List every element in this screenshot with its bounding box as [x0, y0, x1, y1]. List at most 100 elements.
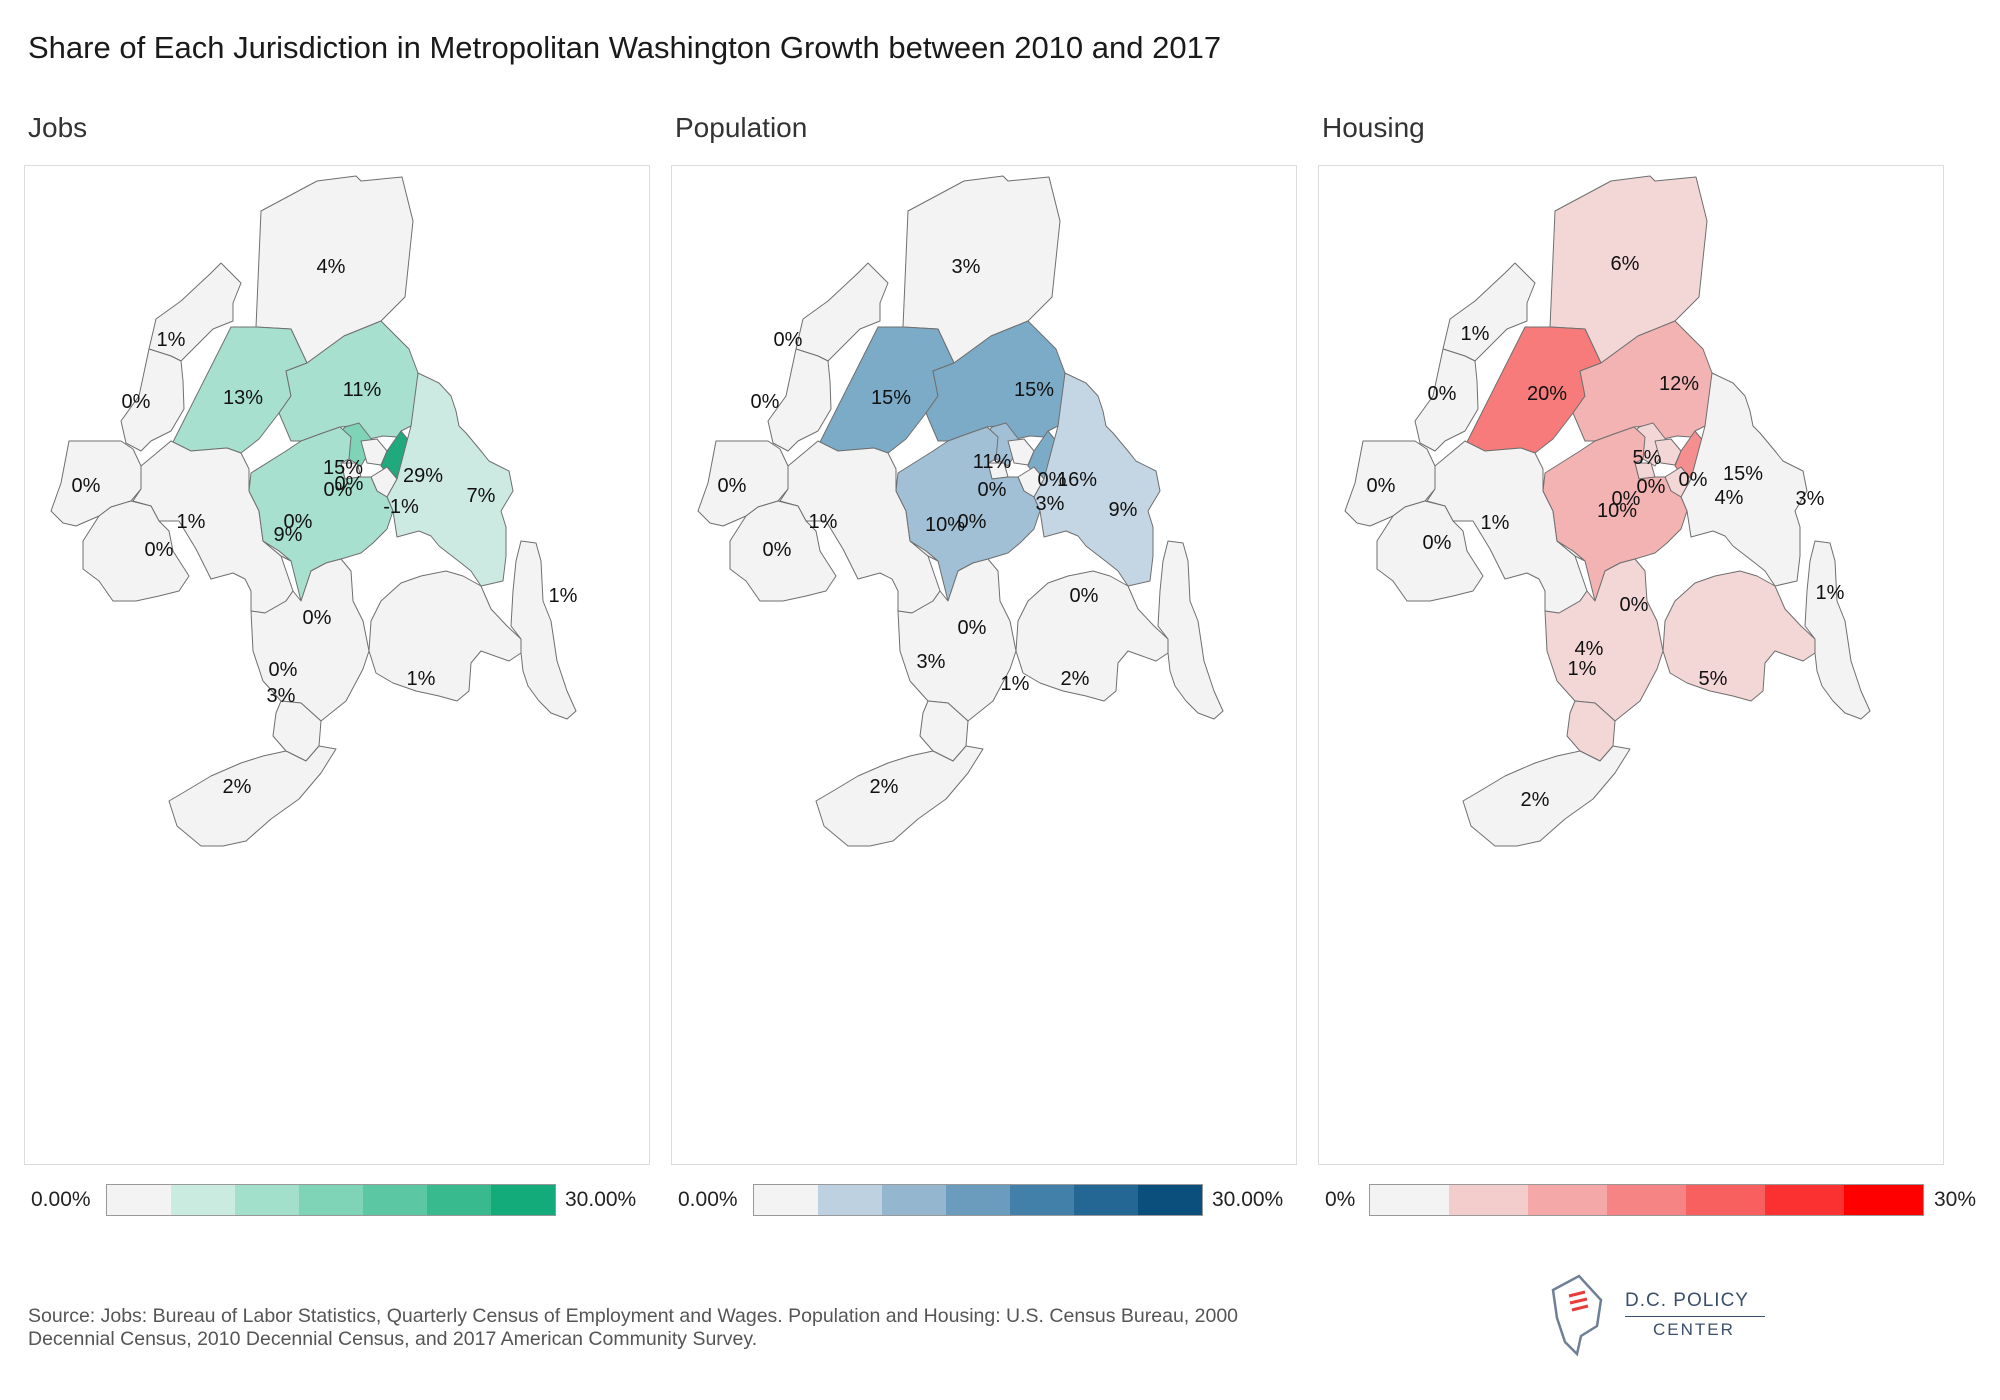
legend-swatch: [946, 1185, 1010, 1215]
jurisdiction-shape: [278, 320, 426, 442]
panel-label-population: Population: [675, 112, 808, 143]
jurisdiction-value-label: 1%: [549, 585, 578, 607]
jurisdiction-shape: [368, 570, 522, 702]
jurisdiction-value-label: 0%: [763, 539, 792, 561]
jurisdiction-value-label: 15%: [323, 457, 363, 479]
legend-min-label: 0%: [1325, 1188, 1356, 1211]
legend-swatch: [1138, 1185, 1202, 1215]
jurisdiction-value-label: 3%: [1796, 488, 1825, 510]
jurisdiction-value-label: 4%: [1715, 487, 1744, 509]
jurisdiction-value-label: 13%: [223, 387, 263, 409]
legend-color-bar: [1369, 1184, 1924, 1216]
jurisdiction-value-label: 3%: [917, 651, 946, 673]
jurisdiction-value-label: 1%: [157, 329, 186, 351]
legend-jobs: 0.00% 30.00%: [28, 1184, 648, 1218]
map-panel-population: 3% 0% 0% 15% 15% 0% 1% 0% 11% 0% 0% 16% 3% 9% 0% 10% 0% 3…: [671, 165, 1297, 1165]
jurisdiction-value-label: 20%: [1527, 383, 1567, 405]
jurisdiction-shape: [1033, 372, 1161, 587]
legend-swatch: [1528, 1185, 1607, 1215]
jurisdiction-value-label: 0%: [122, 391, 151, 413]
jurisdiction-shape: [1015, 570, 1169, 702]
jurisdiction-shape: [1572, 320, 1720, 442]
jurisdiction-value-label: 0%: [1679, 469, 1708, 491]
jurisdiction-value-label: 7%: [467, 485, 496, 507]
jurisdiction-value-label: 2%: [223, 776, 252, 798]
jurisdiction-shape: [925, 320, 1073, 442]
legend-swatch: [1686, 1185, 1765, 1215]
jurisdiction-shape: [1442, 262, 1536, 362]
jurisdiction-value-label: 0%: [72, 475, 101, 497]
jurisdiction-value-label: 1%: [809, 511, 838, 533]
jurisdiction-value-label: 0%: [269, 659, 298, 681]
jurisdiction-shape: [729, 500, 837, 602]
jurisdiction-value-label: 2%: [1061, 668, 1090, 690]
jurisdiction-shape: [1556, 540, 1586, 562]
jurisdiction-value-label: 5%: [1633, 447, 1662, 469]
jurisdiction-value-label: 0%: [1038, 469, 1067, 491]
legend-swatch: [491, 1185, 555, 1215]
jurisdiction-value-label: 1%: [1001, 673, 1030, 695]
jurisdiction-value-label: 0%: [1612, 488, 1641, 510]
jurisdiction-value-label: 0%: [1428, 383, 1457, 405]
jurisdiction-value-label: 0%: [335, 473, 364, 495]
legend-swatch: [299, 1185, 363, 1215]
jurisdiction-shape: [1376, 500, 1484, 602]
map-svg-population: 3%0%0% 15% 15%0%1%0%11%0%0% 16%3% 9%0%10%0%3…: [697, 175, 1224, 847]
jurisdiction-value-label: 1%: [1816, 582, 1845, 604]
legend-swatch: [1449, 1185, 1528, 1215]
legend-swatch: [818, 1185, 882, 1215]
jurisdiction-value-label: 4%: [1575, 638, 1604, 660]
jurisdiction-value-label: 1%: [177, 511, 206, 533]
jurisdiction-value-label: 12%: [1659, 373, 1699, 395]
jurisdiction-value-label: 2%: [870, 776, 899, 798]
jurisdiction-value-label: 10%: [925, 514, 965, 536]
jurisdiction-value-label: 1%: [1481, 512, 1510, 534]
logo-line2: CENTER: [1653, 1320, 1735, 1339]
legend-swatch: [235, 1185, 299, 1215]
legend-swatch: [882, 1185, 946, 1215]
jurisdiction-value-label: 15%: [1014, 379, 1054, 401]
jurisdiction-shape: [1804, 540, 1871, 720]
jurisdiction-value-label: 11%: [343, 379, 382, 401]
jurisdiction-value-label: -1%: [383, 496, 419, 518]
jurisdiction-shape: [1662, 570, 1816, 702]
jurisdiction-value-label: 0%: [303, 607, 332, 629]
panel-label-housing: Housing: [1322, 112, 1425, 143]
jurisdiction-shape: [120, 348, 185, 452]
source-note: Source: Jobs: Bureau of Labor Statistics…: [28, 1305, 1239, 1350]
jurisdiction-shape: [82, 500, 190, 602]
legend-swatch: [754, 1185, 818, 1215]
jurisdiction-value-label: 10%: [1597, 500, 1637, 522]
jurisdiction-value-label: 2%: [1521, 789, 1550, 811]
legend-color-bar: [753, 1184, 1203, 1216]
legend-color-bar: [106, 1184, 556, 1216]
jurisdiction-value-label: 1%: [1461, 323, 1490, 345]
map-panel-housing: 6% 1% 0% 20% 12% 0% 1% 0% 5% 0% 0% 15% 4% 3% 0% 10% 0% 4%…: [1318, 165, 1944, 1165]
map-svg-jobs: 4%1%0% 13% 11%0%1%0%15%0%0%29%-1% 7%0%9%0%3…: [50, 175, 578, 847]
jurisdiction-shape: [1157, 540, 1224, 720]
jurisdiction-value-label: 3%: [1036, 493, 1065, 515]
dc-map-icon: [1551, 1274, 1603, 1357]
jurisdiction-value-label: 0%: [1070, 585, 1099, 607]
legend-housing: 0% 30%: [1322, 1184, 1982, 1218]
legend-population: 0.00% 30.00%: [675, 1184, 1295, 1218]
legend-swatch: [1370, 1185, 1449, 1215]
jurisdiction-shape: [148, 262, 242, 362]
jurisdiction-value-label: 3%: [952, 256, 981, 278]
jurisdiction-shape: [262, 540, 292, 562]
jurisdiction-value-label: 0%: [958, 511, 987, 533]
jurisdiction-value-label: 16%: [1057, 469, 1097, 491]
jurisdiction-value-label: 15%: [871, 387, 911, 409]
legend-max-label: 30%: [1934, 1188, 1977, 1211]
jurisdiction-value-label: 4%: [317, 256, 346, 278]
jurisdiction-shape: [795, 262, 889, 362]
jurisdiction-value-label: 0%: [751, 391, 780, 413]
jurisdiction-value-label: 0%: [1367, 475, 1396, 497]
jurisdiction-shape: [909, 540, 939, 562]
jurisdiction-shape: [1680, 372, 1808, 587]
jurisdiction-value-label: 0%: [145, 539, 174, 561]
panel-label-jobs: Jobs: [28, 112, 88, 143]
jurisdiction-value-label: 9%: [1109, 499, 1138, 521]
legend-swatch: [1844, 1185, 1923, 1215]
jurisdiction-value-label: 15%: [1723, 463, 1763, 485]
